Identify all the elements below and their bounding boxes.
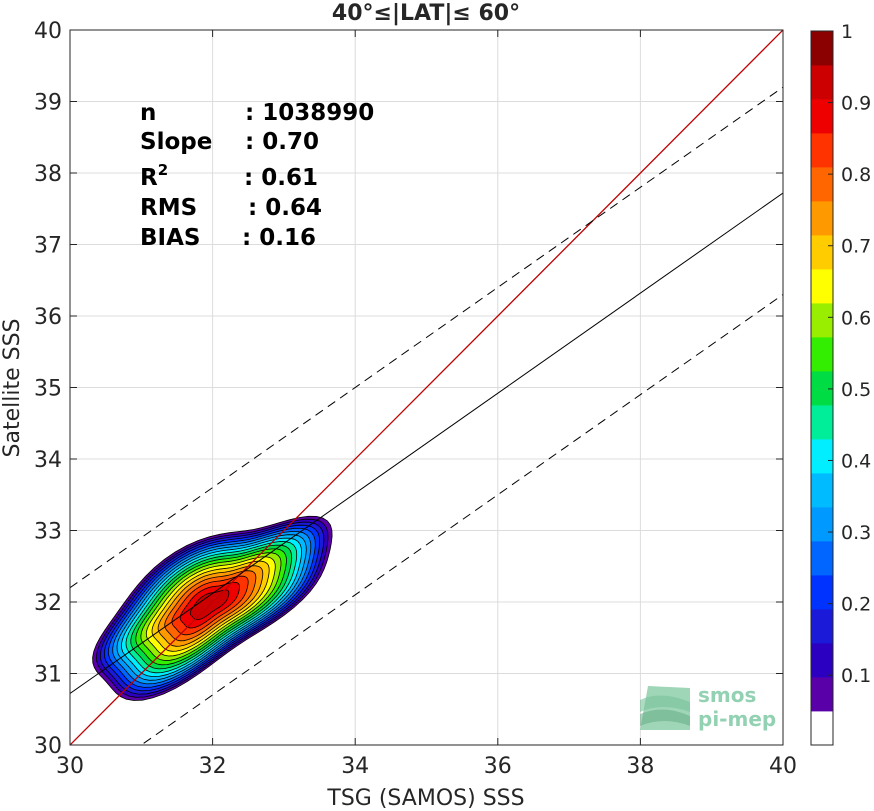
y-tick-label: 33 <box>34 520 62 545</box>
colorbar-segment <box>811 405 833 440</box>
x-tick-label: 40 <box>769 754 797 779</box>
colorbar-segment <box>811 677 833 712</box>
y-tick-label: 38 <box>34 162 62 187</box>
dashed-bound-line <box>140 294 783 745</box>
one-to-one-line <box>70 30 783 745</box>
y-tick-label: 37 <box>34 234 62 259</box>
stat-value: : 0.61 <box>244 165 318 191</box>
colorbar-segment <box>811 337 833 372</box>
colorbar-tick-label: 0.7 <box>841 236 871 258</box>
stat-label: RMS <box>140 195 197 221</box>
stat-label: R2 <box>140 161 168 191</box>
stat-value: : 0.16 <box>242 225 316 251</box>
colorbar-segment <box>811 235 833 270</box>
colorbar-tick-label: 0.6 <box>841 307 871 329</box>
colorbar-tick-label: 1 <box>841 21 853 43</box>
colorbar-segment <box>811 609 833 644</box>
colorbar-tick-label: 0.8 <box>841 164 871 186</box>
dashed-bound-line <box>70 86 783 589</box>
stat-value: : 0.64 <box>248 195 322 221</box>
reference-lines <box>70 30 783 745</box>
colorbar-segment <box>811 99 833 134</box>
y-tick-label: 39 <box>34 91 62 116</box>
colorbar-tick-label: 0.2 <box>841 594 871 616</box>
colorbar-segment <box>811 303 833 338</box>
colorbar-tick-label: 0.3 <box>841 522 871 544</box>
colorbar-segment <box>811 31 833 66</box>
regression-line <box>70 192 783 694</box>
colorbar-tick-label: 0.4 <box>841 450 871 472</box>
x-tick-label: 30 <box>56 754 84 779</box>
stats-box: n : 1038990 Slope : 0.70 R2 : 0.61 RMS : 0.64 BI… <box>140 100 374 251</box>
colorbar-segment <box>811 167 833 202</box>
colorbar-segment <box>811 541 833 576</box>
stat-label: n <box>140 100 156 126</box>
colorbar-segment <box>811 507 833 542</box>
stat-value: : 1038990 <box>245 100 374 126</box>
y-tick-label: 30 <box>34 734 62 759</box>
logo-line2: pi-mep <box>698 707 776 731</box>
colorbar: 0.1 0.2 0.3 0.4 0.5 0.6 0.7 0.8 0.9 1 <box>810 21 871 746</box>
colorbar-segment <box>811 643 833 678</box>
x-tick-label: 32 <box>199 754 227 779</box>
x-tick-label: 34 <box>341 754 369 779</box>
colorbar-segment <box>811 133 833 168</box>
axis-ticks: 30 32 34 36 38 40 30 31 32 33 34 35 36 37 38 39 40 <box>34 19 797 779</box>
y-tick-label: 31 <box>34 663 62 688</box>
colorbar-frame <box>810 30 834 746</box>
stat-value: : 0.70 <box>245 129 319 155</box>
colorbar-segment <box>811 711 833 746</box>
colorbar-segment <box>811 439 833 474</box>
colorbar-segment <box>811 575 833 610</box>
stat-label: BIAS <box>140 225 200 251</box>
y-tick-label: 35 <box>34 377 62 402</box>
colorbar-segment <box>811 269 833 304</box>
x-axis-label: TSG (SAMOS) SSS <box>326 786 524 811</box>
colorbar-segment <box>811 371 833 406</box>
density-contours <box>92 515 333 701</box>
colorbar-tick-label: 0.5 <box>841 379 871 401</box>
y-axis-label: Satellite SSS <box>0 319 25 458</box>
colorbar-tick-label: 0.9 <box>841 93 871 115</box>
y-tick-label: 32 <box>34 591 62 616</box>
y-tick-label: 36 <box>34 305 62 330</box>
colorbar-tick-label: 0.1 <box>841 665 871 687</box>
colorbar-segment <box>811 473 833 508</box>
smos-pi-mep-logo: smos pi-mep <box>640 683 776 731</box>
logo-line1: smos <box>698 683 756 707</box>
x-tick-label: 38 <box>626 754 654 779</box>
stat-label: Slope <box>140 129 212 155</box>
colorbar-segment <box>811 65 833 100</box>
chart-title: 40°≤|LAT|≤ 60° <box>332 1 520 26</box>
y-tick-label: 34 <box>34 448 62 473</box>
x-tick-label: 36 <box>484 754 512 779</box>
colorbar-segment <box>811 201 833 236</box>
y-tick-label: 40 <box>34 19 62 44</box>
